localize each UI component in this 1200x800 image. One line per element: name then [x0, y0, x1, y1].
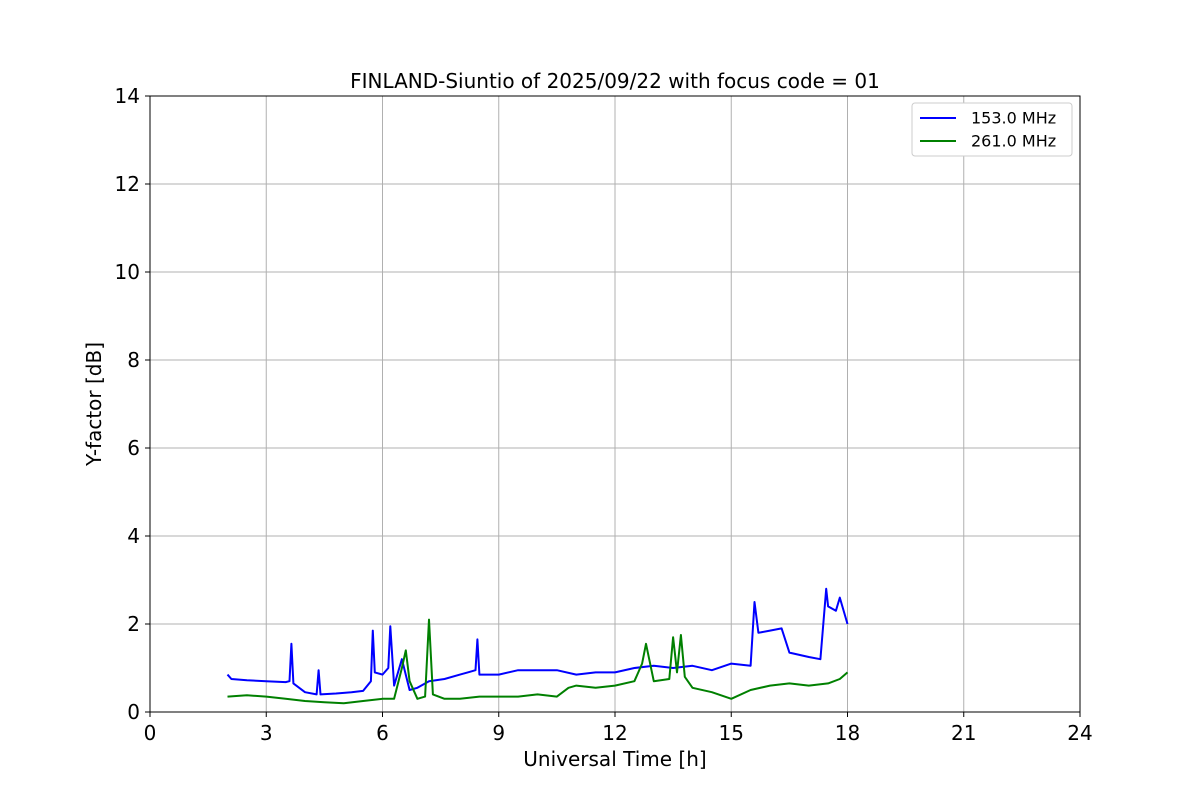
y-tick-label: 8	[127, 348, 140, 372]
x-tick-label: 18	[835, 721, 860, 745]
x-axis-label: Universal Time [h]	[523, 747, 706, 771]
x-tick-label: 6	[376, 721, 389, 745]
y-tick-label: 14	[115, 84, 140, 108]
series-line-0	[226, 587, 849, 696]
y-tick-label: 10	[115, 260, 140, 284]
chart-title: FINLAND-Siuntio of 2025/09/22 with focus…	[350, 69, 880, 93]
x-tick-label: 24	[1067, 721, 1092, 745]
x-tick-label: 15	[719, 721, 744, 745]
grid	[149, 95, 1081, 713]
legend-label-261: 261.0 MHz	[971, 132, 1056, 151]
y-tick-label: 6	[127, 436, 140, 460]
legend-label-153: 153.0 MHz	[971, 109, 1056, 128]
y-tick-label: 0	[127, 700, 140, 724]
y-tick-label: 2	[127, 612, 140, 636]
y-axis-label: Y-factor [dB]	[82, 342, 106, 467]
x-tick-label: 12	[602, 721, 627, 745]
x-tick-label: 21	[951, 721, 976, 745]
y-tick-label: 12	[115, 172, 140, 196]
x-tick-label: 0	[144, 721, 157, 745]
legend-box	[911, 102, 1073, 157]
x-tick-label: 3	[260, 721, 273, 745]
legend: 153.0 MHz 261.0 MHz	[911, 102, 1073, 157]
y-tick-label: 4	[127, 524, 140, 548]
series-layer	[226, 587, 849, 705]
x-tick-label: 9	[492, 721, 505, 745]
series-line-1	[227, 618, 849, 705]
